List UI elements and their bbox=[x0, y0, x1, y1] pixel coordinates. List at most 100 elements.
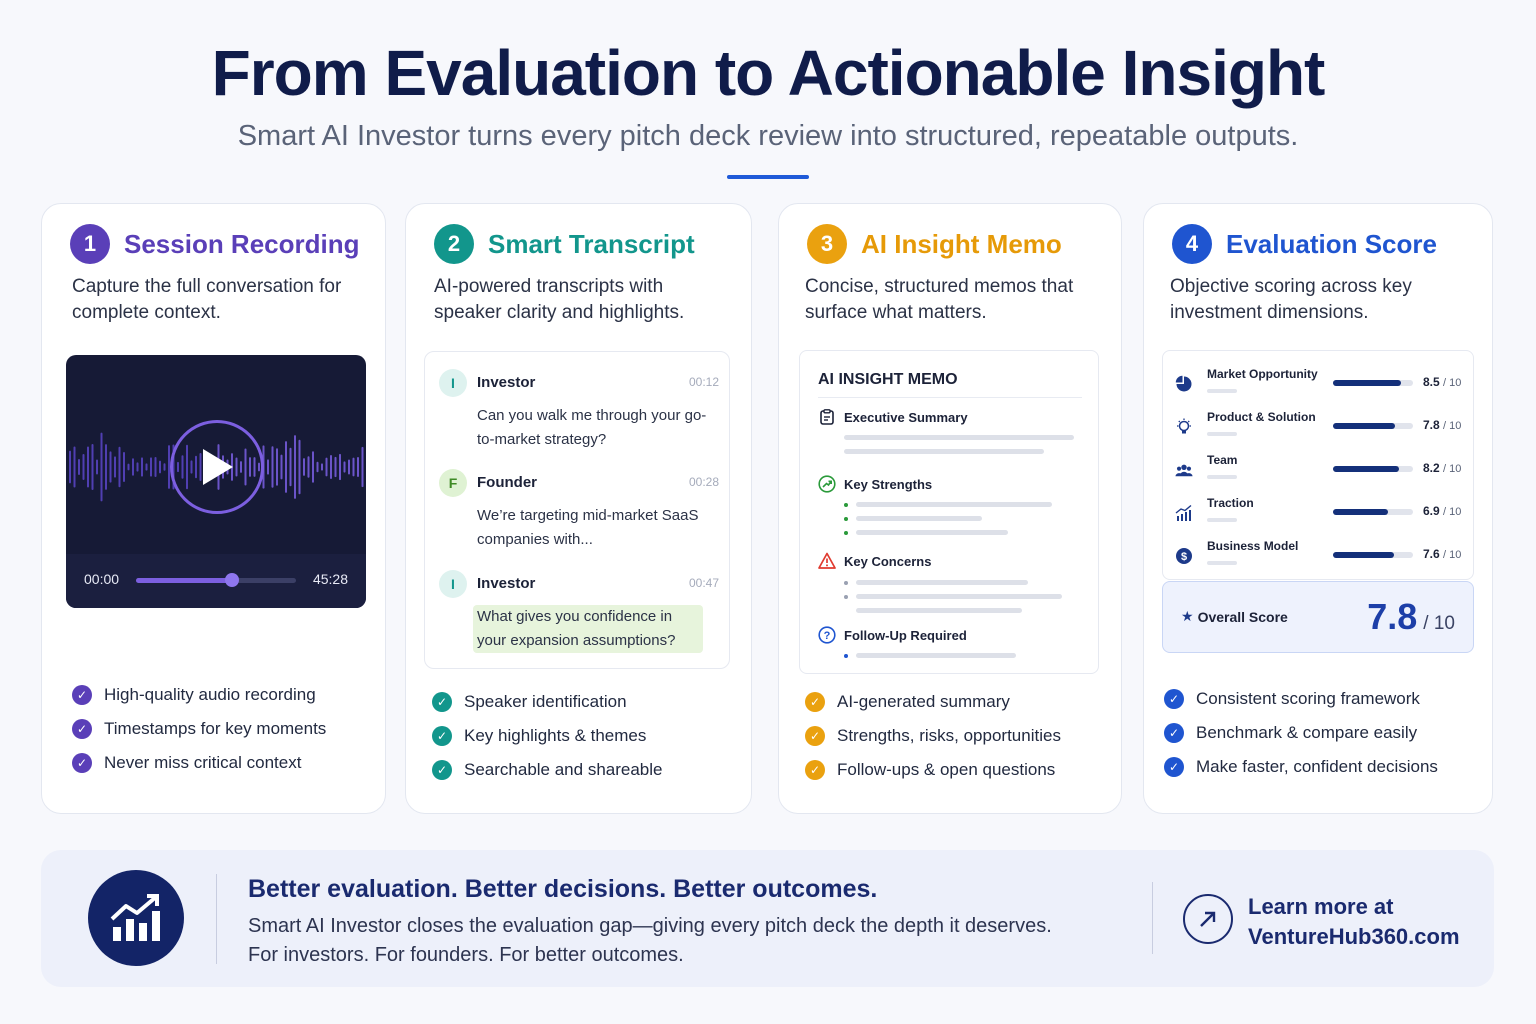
feature-item: ✓ AI-generated summary bbox=[805, 685, 1061, 719]
bullet-dot bbox=[844, 503, 848, 507]
feature-item: ✓ Speaker identification bbox=[432, 685, 662, 719]
page-header: From Evaluation to Actionable Insight Sm… bbox=[0, 0, 1536, 179]
score-value: 8.5 / 10 bbox=[1423, 375, 1461, 389]
score-number: 7.8 bbox=[1423, 418, 1440, 432]
memo-title: AI INSIGHT MEMO bbox=[818, 371, 958, 388]
score-value: 8.2 / 10 bbox=[1423, 461, 1461, 475]
speaker-name: Founder bbox=[477, 474, 537, 491]
warning-icon bbox=[818, 552, 836, 570]
footer-line: Smart AI Investor closes the evaluation … bbox=[248, 915, 1052, 937]
memo-divider bbox=[818, 397, 1082, 398]
play-icon bbox=[203, 449, 233, 485]
score-dimension-name: Team bbox=[1207, 453, 1238, 467]
score-row-team: Team 8.2 / 10 bbox=[1163, 451, 1475, 491]
footer-banner: Better evaluation. Better decisions. Bet… bbox=[41, 850, 1494, 987]
score-bar-fill bbox=[1333, 466, 1399, 472]
score-scale: / 10 bbox=[1443, 549, 1462, 561]
memo-section-executive-summary: Executive Summary bbox=[818, 408, 968, 426]
placeholder-line bbox=[1207, 432, 1237, 436]
score-bar bbox=[1333, 552, 1413, 558]
score-scale: / 10 bbox=[1443, 420, 1462, 432]
card-evaluation-score: 4 Evaluation Score Objective scoring acr… bbox=[1143, 203, 1493, 814]
score-value: 7.6 / 10 bbox=[1423, 547, 1461, 561]
learn-more-link[interactable]: Learn more at VentureHub360.com bbox=[1248, 892, 1460, 952]
score-value: 6.9 / 10 bbox=[1423, 504, 1461, 518]
score-bar bbox=[1333, 380, 1413, 386]
card-description: AI-powered transcripts with speaker clar… bbox=[434, 276, 685, 323]
feature-item: ✓ Never miss critical context bbox=[72, 746, 326, 780]
check-icon: ✓ bbox=[805, 692, 825, 712]
bullet-dot bbox=[844, 531, 848, 535]
score-scale: / 10 bbox=[1443, 506, 1462, 518]
bullet-dot bbox=[844, 517, 848, 521]
score-dimension-name: Market Opportunity bbox=[1207, 367, 1318, 381]
svg-text:?: ? bbox=[824, 630, 831, 642]
footer-body: Smart AI Investor closes the evaluation … bbox=[248, 912, 1128, 970]
speaker-name: Investor bbox=[477, 575, 536, 592]
feature-item: ✓ Benchmark & compare easily bbox=[1164, 716, 1438, 750]
feature-label: Benchmark & compare easily bbox=[1196, 723, 1418, 742]
check-icon: ✓ bbox=[1164, 723, 1184, 743]
svg-text:$: $ bbox=[1181, 551, 1187, 563]
duration: 45:28 bbox=[312, 571, 348, 587]
footer-divider bbox=[216, 874, 217, 964]
seek-bar-progress bbox=[136, 578, 232, 583]
transcript-panel: I Investor 00:12 Can you walk me through… bbox=[424, 351, 730, 669]
feature-item: ✓ Make faster, confident decisions bbox=[1164, 750, 1438, 784]
speaker-name: Investor bbox=[477, 374, 536, 391]
score-number: 8.5 bbox=[1423, 375, 1440, 389]
trend-up-icon bbox=[818, 475, 836, 493]
placeholder-line bbox=[856, 516, 982, 521]
memo-section-key-strengths: Key Strengths bbox=[818, 475, 932, 493]
feature-item: ✓ Timestamps for key moments bbox=[72, 712, 326, 746]
score-dimension-name: Business Model bbox=[1207, 539, 1299, 553]
speaker-avatar: F bbox=[439, 469, 467, 497]
feature-label: Make faster, confident decisions bbox=[1196, 757, 1438, 776]
page-title: From Evaluation to Actionable Insight bbox=[211, 37, 1326, 109]
card-session-recording: 1 Session Recording Capture the full con… bbox=[41, 203, 386, 814]
memo-section-label: Key Strengths bbox=[844, 476, 933, 492]
feature-list: ✓ Consistent scoring framework ✓ Benchmark… bbox=[1164, 682, 1438, 784]
seek-handle[interactable] bbox=[225, 573, 239, 587]
check-icon: ✓ bbox=[72, 753, 92, 773]
external-link-arrow-icon[interactable] bbox=[1183, 894, 1233, 944]
check-icon: ✓ bbox=[1164, 757, 1184, 777]
growth-chart-icon bbox=[88, 870, 184, 966]
star-icon: ★ bbox=[1181, 608, 1194, 624]
overall-score-label: ★ Overall Score bbox=[1181, 608, 1288, 625]
memo-document: AI INSIGHT MEMO Executive Summary Key St… bbox=[799, 350, 1099, 674]
score-dimension-name: Product & Solution bbox=[1207, 410, 1316, 424]
check-icon: ✓ bbox=[805, 760, 825, 780]
card-header: 4 Evaluation Score bbox=[1172, 224, 1437, 264]
feature-item: ✓ Consistent scoring framework bbox=[1164, 682, 1438, 716]
score-number: 8.2 bbox=[1423, 461, 1440, 475]
feature-label: AI-generated summary bbox=[837, 692, 1010, 711]
score-bar bbox=[1333, 509, 1413, 515]
score-number: 7.6 bbox=[1423, 547, 1440, 561]
check-icon: ✓ bbox=[432, 726, 452, 746]
feature-label: Key highlights & themes bbox=[464, 726, 647, 745]
card-smart-transcript: 2 Smart Transcript AI-powered transcript… bbox=[405, 203, 752, 814]
footer-line: For investors. For founders. For better … bbox=[248, 944, 684, 966]
question-icon: ? bbox=[818, 626, 836, 644]
seek-bar[interactable] bbox=[136, 573, 296, 587]
check-icon: ✓ bbox=[432, 760, 452, 780]
card-title: Session Recording bbox=[124, 228, 360, 259]
feature-item: ✓ Key highlights & themes bbox=[432, 719, 662, 753]
score-bar-fill bbox=[1333, 423, 1396, 429]
feature-item: ✓ Strengths, risks, opportunities bbox=[805, 719, 1061, 753]
player-controls: 00:00 45:28 bbox=[66, 554, 366, 608]
overall-score-scale: / 10 bbox=[1423, 613, 1455, 634]
play-button[interactable] bbox=[170, 420, 264, 514]
score-bar-fill bbox=[1333, 509, 1389, 515]
feature-label: Strengths, risks, opportunities bbox=[837, 726, 1061, 745]
page-subtitle: Smart AI Investor turns every pitch deck… bbox=[237, 120, 1299, 152]
memo-section-label: Follow-Up Required bbox=[844, 627, 967, 643]
score-row-traction: Traction 6.9 / 10 bbox=[1163, 494, 1475, 534]
placeholder-line bbox=[856, 608, 1022, 613]
card-description: Objective scoring across key investment … bbox=[1170, 276, 1412, 323]
current-time: 00:00 bbox=[84, 571, 120, 587]
message-timestamp: 00:47 bbox=[688, 576, 719, 590]
audio-player[interactable]: 00:00 45:28 bbox=[66, 355, 366, 608]
score-breakdown: Market Opportunity 8.5 / 10 Product & So… bbox=[1162, 350, 1474, 580]
